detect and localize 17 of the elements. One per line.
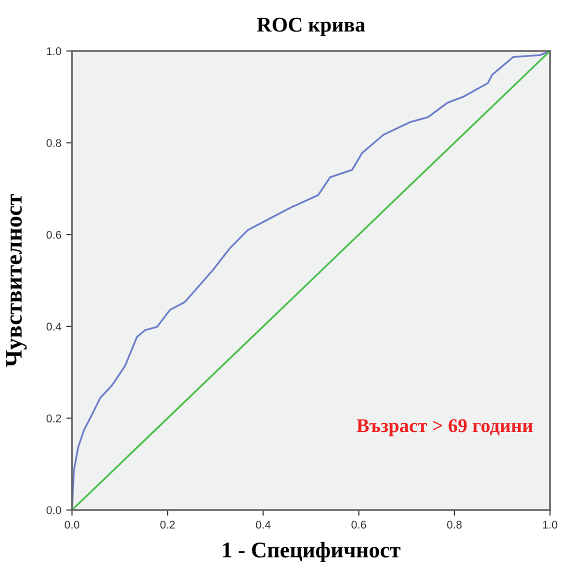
x-tick-label: 1.0	[543, 520, 558, 529]
x-tick-label: 0.8	[447, 520, 462, 529]
y-tick-label: 0.4	[46, 322, 62, 331]
x-tick-label: 0.0	[64, 520, 80, 529]
y-tick-label: 0.6	[46, 230, 62, 239]
x-tick-label: 0.6	[352, 520, 366, 529]
y-tick-label: 1.0	[46, 47, 62, 56]
x-axis-title: 1 - Специфичност	[223, 542, 400, 562]
x-tick-label: 0.4	[256, 520, 271, 529]
x-tick-label: 0.2	[160, 520, 175, 529]
y-tick-label: 0.8	[46, 139, 62, 147]
line-series	[72, 51, 550, 510]
y-tick-label: 0.0	[46, 506, 62, 514]
y-axis-title: Чувствителност	[6, 194, 27, 367]
chart-title: ROC крива	[256, 18, 366, 36]
annotation: Възраст > 69 години	[356, 419, 533, 436]
y-tick-label: 0.2	[46, 414, 62, 422]
